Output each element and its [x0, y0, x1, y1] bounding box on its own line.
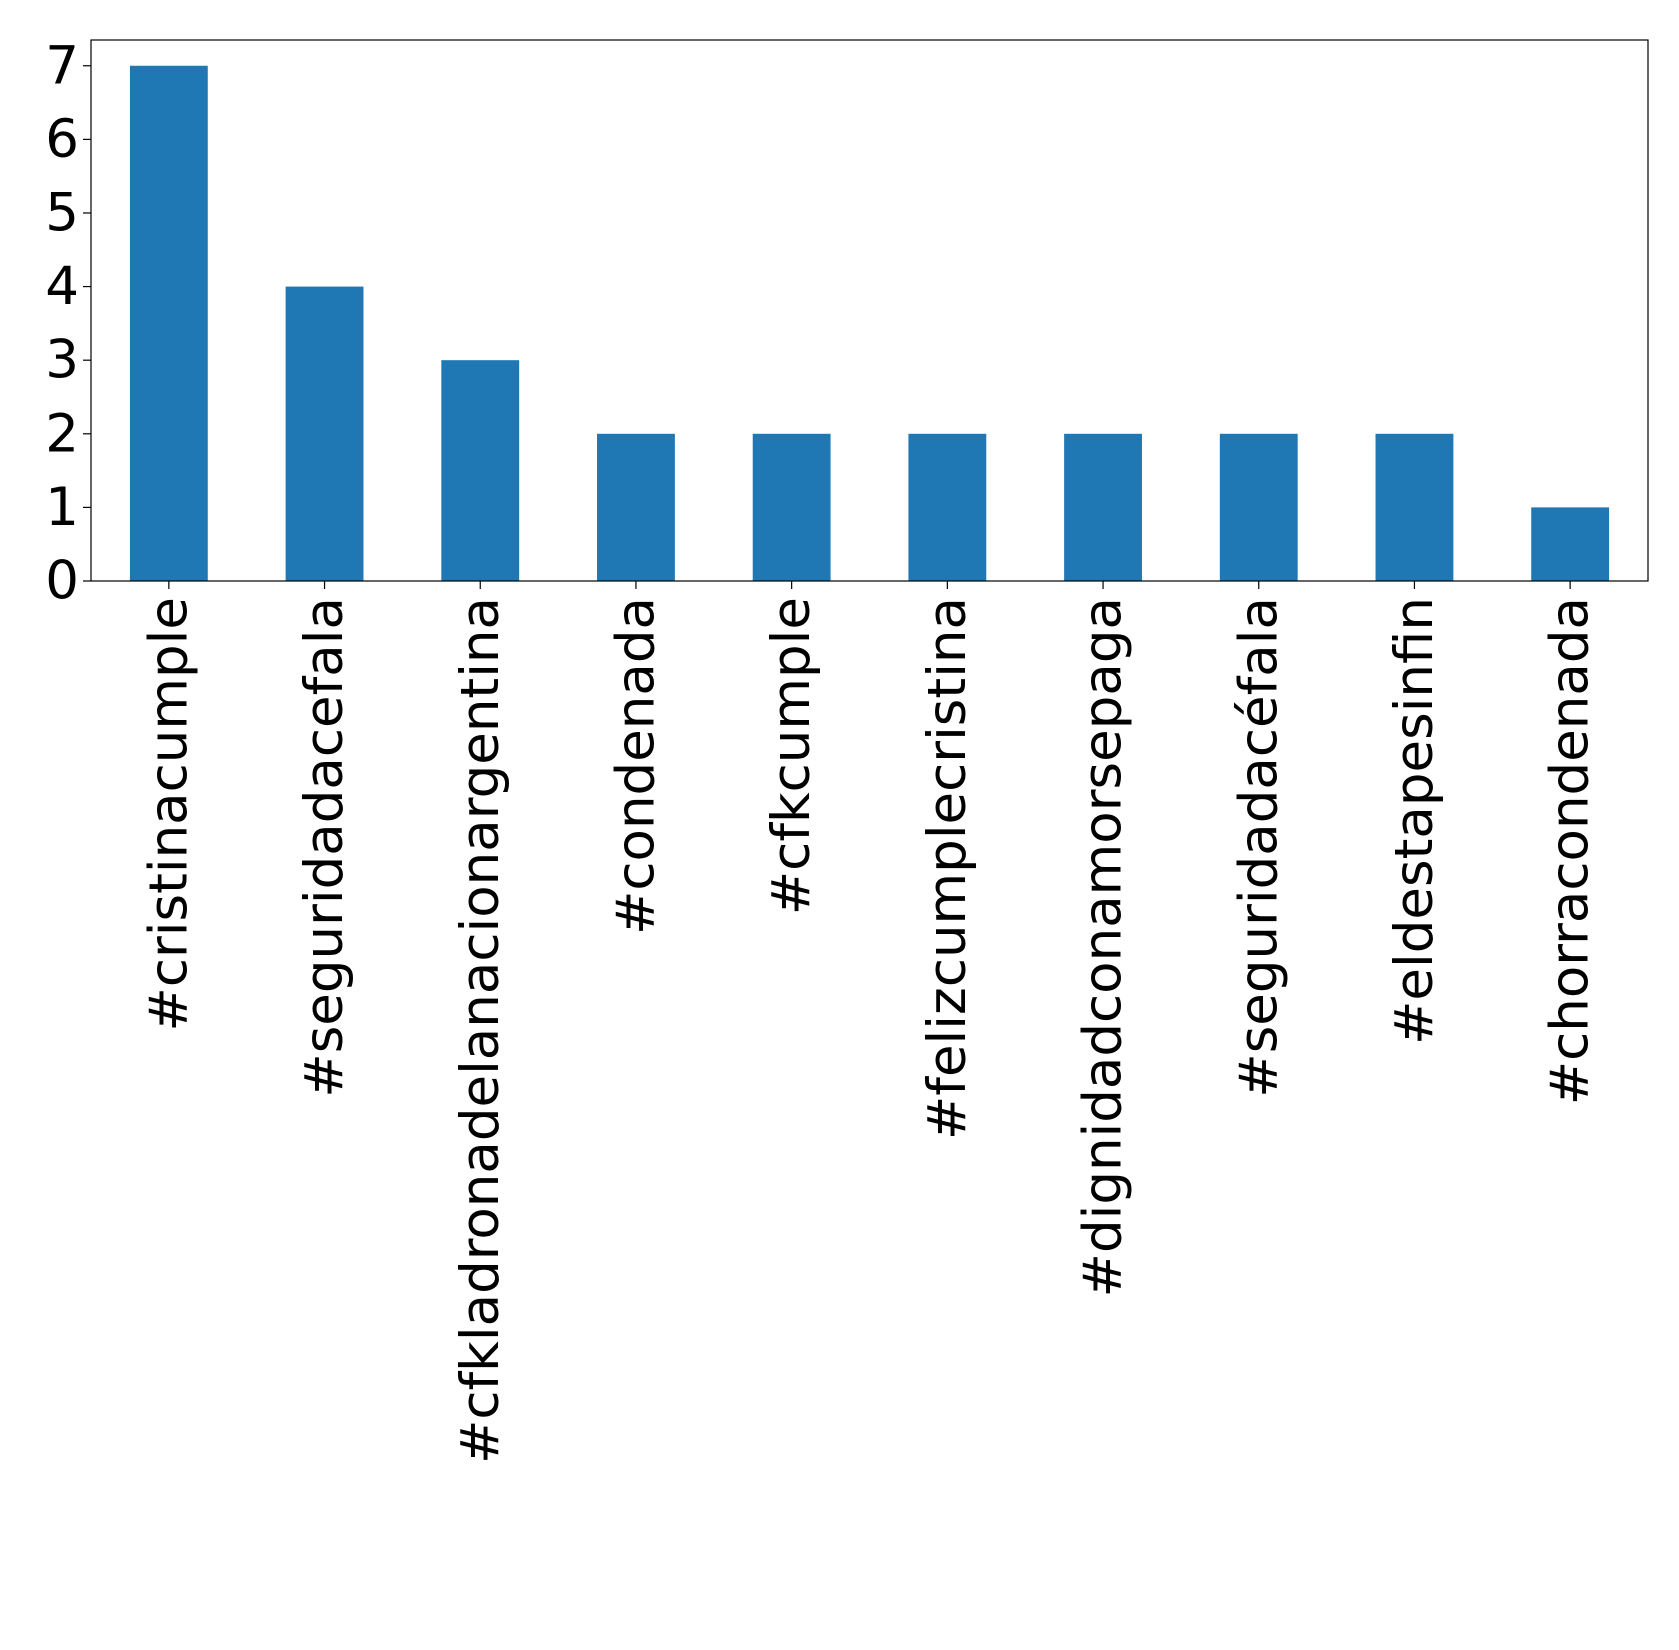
x-tick-label-1: #seguridadacefala — [294, 597, 355, 1098]
bar-3 — [597, 433, 675, 581]
bar-4 — [752, 433, 831, 581]
bar-8 — [1375, 433, 1454, 581]
bar-7 — [1219, 433, 1298, 581]
x-tick-label-5: #felizcumplecristina — [917, 597, 978, 1140]
plot-frame — [90, 39, 1649, 582]
x-tick-label-7: #seguridadacéfala — [1228, 597, 1289, 1098]
y-tick-label-6: 6 — [45, 109, 79, 170]
x-tick-label-2: #cfkladronadelanacionargentina — [450, 597, 511, 1464]
x-axis: #cristinacumple #seguridadacefala #cfkladr… — [138, 581, 1601, 1464]
bar-0 — [129, 65, 208, 581]
y-tick-label-5: 5 — [45, 182, 79, 243]
y-axis: 0 1 2 3 4 5 6 7 — [45, 35, 91, 612]
bar-9 — [1531, 507, 1610, 581]
y-tick-label-1: 1 — [45, 477, 79, 538]
bar-1 — [285, 286, 364, 581]
x-tick-label-9: #chorracondenada — [1540, 597, 1601, 1105]
y-tick-label-2: 2 — [45, 403, 79, 464]
bars-group — [129, 65, 1610, 581]
bar-6 — [1064, 433, 1142, 581]
x-tick-label-0: #cristinacumple — [138, 597, 199, 1032]
y-tick-label-0: 0 — [45, 551, 79, 612]
bar-5 — [908, 433, 987, 581]
x-tick-label-4: #cfkcumple — [761, 597, 822, 915]
x-tick-label-8: #eldestapesinfin — [1384, 597, 1445, 1045]
y-tick-label-3: 3 — [45, 330, 79, 391]
x-tick-label-6: #dignidadconamorsepaga — [1073, 597, 1134, 1297]
y-tick-label-7: 7 — [45, 35, 79, 96]
y-tick-label-4: 4 — [45, 256, 79, 317]
x-tick-label-3: #condenada — [605, 597, 666, 935]
bar-2 — [441, 360, 520, 581]
